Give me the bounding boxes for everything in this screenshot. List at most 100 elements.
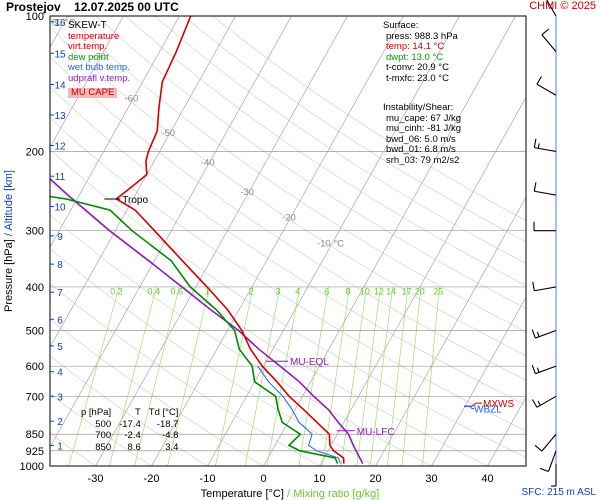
instability-heading: Instability/Shear: bbox=[383, 102, 454, 113]
mixing-ratio-line bbox=[215, 286, 254, 466]
sounding-datetime: 12.07.2025 00 UTC bbox=[74, 0, 179, 14]
isotherm-line bbox=[95, 16, 348, 466]
mixing-ratio-label: 10 bbox=[360, 287, 370, 297]
isotherm-label: -80 °C bbox=[49, 18, 76, 29]
surface-temperature: temp: 14.1 °C bbox=[386, 41, 445, 53]
wind-barb-flag bbox=[534, 444, 543, 452]
altitude-tick-label: 8 bbox=[57, 260, 63, 271]
legend-item-wet-bulb: wet bulb temp. bbox=[68, 62, 130, 74]
table-cell: 850 bbox=[95, 441, 112, 453]
altitude-tick-label: 2 bbox=[57, 417, 63, 428]
wind-barb-staff bbox=[541, 433, 557, 452]
mixing-ratio-line bbox=[167, 286, 210, 466]
mixing-ratio-label: 2 bbox=[248, 287, 253, 297]
pressure-tick-label: 200 bbox=[26, 147, 44, 159]
mixing-ratio-label: 0.6 bbox=[171, 287, 184, 297]
wind-barb bbox=[533, 182, 557, 196]
level-table-header-td: Td [°C] bbox=[148, 407, 179, 418]
legend-title: SKEW-T bbox=[68, 20, 107, 31]
legend-item-updraft: udprafl v.temp. bbox=[68, 72, 131, 84]
isotherm-line bbox=[431, 296, 526, 466]
legend-item-virtual-temperature: virt.temp. bbox=[68, 41, 108, 53]
mu-eql-label: MU-EQL bbox=[290, 357, 329, 368]
wind-barb bbox=[533, 138, 557, 153]
wind-barb bbox=[534, 433, 557, 452]
level-table-header-t: T bbox=[134, 407, 141, 418]
wind-barb bbox=[532, 281, 557, 292]
mixing-ratio-line bbox=[68, 286, 120, 466]
isotherm-line bbox=[263, 16, 516, 466]
legend-item-dew-point: dew point bbox=[68, 51, 109, 63]
table-cell: 700 bbox=[95, 430, 112, 441]
altitude-tick-label: 12 bbox=[54, 142, 66, 153]
altitude-tick-label: 13 bbox=[54, 111, 66, 122]
table-cell: -17.4 bbox=[119, 418, 141, 430]
wind-barb bbox=[536, 76, 557, 96]
wind-barb-staff bbox=[546, 0, 557, 17]
pressure-tick-label: 925 bbox=[26, 446, 44, 458]
pressure-tick-label: 400 bbox=[26, 282, 44, 294]
wind-barb bbox=[541, 28, 557, 52]
wind-barb-staff bbox=[547, 450, 557, 472]
wind-barb-flag bbox=[541, 28, 550, 36]
altitude-tick-label: 15 bbox=[54, 49, 66, 60]
table-row: 850 8.6 3.4 bbox=[78, 442, 183, 454]
x-tick-label: 20 bbox=[369, 473, 381, 485]
mxws-label: MXWS bbox=[483, 399, 514, 410]
mu-cinh-value: mu_cinh: -81 J/kg bbox=[386, 123, 461, 135]
dry-adiabat bbox=[50, 26, 526, 356]
wind-barb-flag bbox=[533, 138, 537, 148]
x-tick-label: 0 bbox=[260, 473, 266, 485]
parcel-curve bbox=[50, 177, 364, 464]
x-tick-label: 40 bbox=[481, 473, 493, 485]
bwd-06-value: bwd_06: 5.0 m/s bbox=[386, 133, 456, 145]
mixing-ratio-label: 0.2 bbox=[110, 287, 123, 297]
wind-barb-flag bbox=[537, 400, 541, 406]
x-tick-label: -10 bbox=[200, 473, 216, 485]
altitude-tick-label: 1 bbox=[57, 441, 63, 452]
altitude-tick-label: 10 bbox=[54, 203, 66, 214]
mixing-ratio-line bbox=[369, 286, 393, 466]
wind-barb-staff bbox=[534, 190, 557, 196]
wind-barb-flag bbox=[537, 143, 540, 149]
mu-cape-badge: MU CAPE bbox=[68, 87, 118, 99]
bwd-01-value: bwd_01: 6.8 m/s bbox=[386, 144, 456, 156]
pressure-tick-label: 700 bbox=[26, 391, 44, 403]
dewpoint-curve bbox=[50, 195, 339, 464]
mu-lfc-label: MU-LFC bbox=[357, 427, 395, 438]
wind-barb-flag bbox=[532, 281, 535, 291]
altitude-tick-label: 11 bbox=[55, 172, 66, 183]
dry-adiabat bbox=[50, 117, 526, 432]
y-axis-label-pressure: Pressure [hPa] bbox=[3, 236, 15, 312]
altitude-tick-label: 16 bbox=[54, 18, 66, 29]
plot-frame bbox=[49, 15, 527, 467]
x-tick-label: -20 bbox=[144, 473, 160, 485]
mixing-ratio-label: 0.4 bbox=[148, 287, 161, 297]
mixing-ratio-label: 4 bbox=[295, 287, 300, 297]
mixing-ratio-line bbox=[109, 286, 157, 466]
surface-heading: Surface: bbox=[383, 20, 419, 31]
x-axis-label-temperature: Temperature [°C] bbox=[201, 488, 287, 500]
grid-layer bbox=[50, 16, 526, 466]
chart-title: Prostejov 12.07.2025 00 UTC bbox=[6, 0, 179, 14]
mixing-ratio-line bbox=[387, 286, 409, 466]
altitude-tick-label: 6 bbox=[57, 315, 63, 326]
mixing-ratio-label: 8 bbox=[345, 287, 350, 297]
wind-barb-staff bbox=[541, 34, 557, 52]
wind-barb-flag bbox=[536, 331, 540, 337]
isotherm-label: -10 °C bbox=[317, 238, 344, 249]
altitude-tick-label: 14 bbox=[54, 81, 66, 92]
table-cell: -2.4 bbox=[124, 430, 141, 441]
wind-barb-flag bbox=[533, 182, 537, 192]
wetbulb-curve bbox=[257, 365, 341, 464]
surface-panel: Surface: press: 988.3 hPa temp: 14.1 °C … bbox=[383, 20, 458, 85]
wind-barb-staff bbox=[535, 365, 557, 375]
surface-dewpoint: dwpt: 13.0 °C bbox=[386, 51, 444, 63]
level-table-header: p [hPa] T Td [°C] bbox=[78, 407, 183, 419]
x-axis-label-mixing: Mixing ratio [g/kg] bbox=[293, 488, 379, 500]
isotherm-line bbox=[319, 96, 526, 466]
isotherm-line bbox=[50, 16, 292, 448]
table-cell: 3.4 bbox=[165, 441, 179, 453]
altitude-tick-label: 7 bbox=[57, 288, 63, 299]
mixing-ratio-line bbox=[340, 286, 367, 466]
